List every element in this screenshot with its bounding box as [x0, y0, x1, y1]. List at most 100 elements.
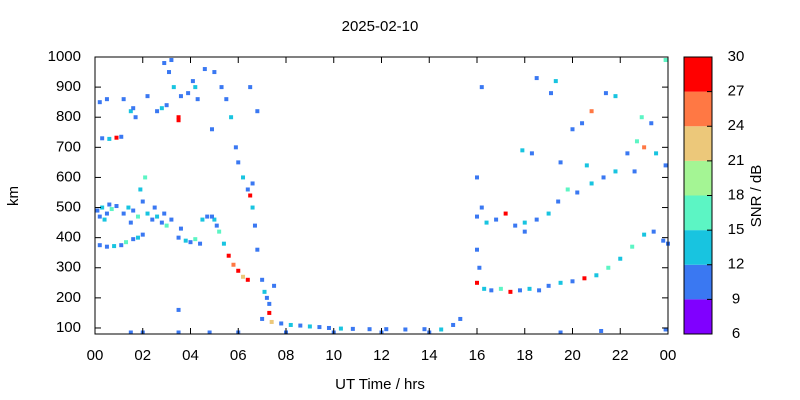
data-point — [317, 325, 322, 330]
data-point — [183, 238, 188, 243]
data-point — [439, 327, 444, 332]
y-axis-label: km — [5, 186, 22, 206]
data-point — [255, 247, 260, 252]
data-point — [214, 223, 219, 228]
data-point — [126, 205, 131, 210]
data-point — [475, 280, 479, 285]
data-point — [367, 327, 372, 332]
data-point — [176, 115, 181, 120]
data-point — [553, 79, 558, 84]
data-point — [603, 91, 608, 96]
colorbar-tick-label: 27 — [728, 83, 745, 100]
data-point — [212, 217, 217, 222]
data-point — [219, 85, 224, 90]
x-tick-label: 16 — [469, 347, 486, 364]
data-point — [200, 217, 205, 222]
data-point — [97, 100, 102, 105]
chart-title: 2025-02-10 — [342, 18, 419, 35]
data-point — [171, 85, 176, 90]
data-point — [193, 237, 198, 242]
x-tick-label: 22 — [612, 347, 629, 364]
data-point — [121, 211, 126, 216]
data-point — [508, 289, 513, 294]
data-point — [477, 265, 482, 270]
data-point — [661, 238, 666, 243]
data-point — [212, 70, 217, 75]
data-point — [131, 208, 136, 213]
data-point — [599, 328, 604, 333]
data-point — [458, 316, 463, 321]
data-point — [109, 207, 114, 212]
x-tick-label: 04 — [182, 347, 199, 364]
data-point — [241, 175, 246, 180]
data-point — [639, 115, 644, 120]
data-point — [613, 94, 618, 99]
data-point — [164, 103, 169, 108]
data-point — [245, 277, 250, 282]
y-tick-label: 400 — [56, 229, 81, 246]
data-point — [642, 232, 647, 237]
data-point — [248, 85, 253, 90]
data-point — [618, 256, 623, 261]
data-point — [570, 279, 575, 284]
y-tick-label: 100 — [56, 319, 81, 336]
data-point — [606, 265, 611, 270]
data-point — [159, 220, 164, 225]
data-point — [288, 322, 293, 327]
x-tick-label: 02 — [134, 347, 151, 364]
data-point — [226, 253, 231, 258]
data-point — [298, 323, 303, 328]
data-point — [186, 91, 191, 96]
data-point — [654, 151, 659, 156]
data-point — [241, 274, 246, 279]
x-tick-label: 00 — [660, 347, 677, 364]
data-point — [556, 199, 561, 204]
data-point — [119, 243, 124, 248]
data-point — [195, 97, 200, 102]
data-point — [558, 330, 563, 335]
data-point — [517, 288, 522, 293]
data-point — [236, 268, 241, 273]
data-point — [582, 276, 587, 281]
data-point — [663, 58, 668, 63]
y-tick-label: 800 — [56, 108, 81, 125]
colorbar-tick-label: 12 — [728, 256, 745, 273]
data-point — [529, 151, 534, 156]
data-point — [209, 214, 214, 219]
colorbar-tick-label: 30 — [728, 48, 745, 65]
x-tick-label: 06 — [230, 347, 247, 364]
colorbar-label: SNR / dB — [748, 165, 765, 228]
data-point — [546, 211, 551, 216]
data-point — [634, 139, 639, 144]
plot-frame — [94, 56, 669, 335]
data-point — [255, 109, 260, 114]
data-point — [131, 106, 136, 111]
x-axis-label: UT Time / hrs — [335, 376, 425, 393]
data-point — [513, 223, 518, 228]
data-point — [565, 187, 570, 192]
data-point — [128, 220, 133, 225]
data-point — [209, 127, 214, 132]
y-tick-label: 600 — [56, 168, 81, 185]
data-point — [143, 175, 148, 180]
data-point — [176, 235, 181, 240]
data-point — [558, 280, 563, 285]
data-point — [140, 232, 145, 237]
data-point — [625, 151, 630, 156]
data-point — [193, 85, 198, 90]
data-point — [138, 187, 143, 192]
data-point — [475, 214, 479, 219]
data-point — [264, 295, 269, 300]
data-point — [484, 220, 489, 225]
data-point — [632, 169, 637, 174]
data-point — [176, 307, 181, 312]
data-point — [260, 277, 265, 282]
data-point — [155, 109, 160, 114]
data-point — [267, 310, 272, 315]
data-point — [279, 321, 284, 326]
data-point — [503, 211, 508, 216]
data-point — [229, 115, 234, 120]
data-point — [128, 109, 133, 114]
data-point — [150, 217, 155, 222]
y-tick-label: 300 — [56, 259, 81, 276]
